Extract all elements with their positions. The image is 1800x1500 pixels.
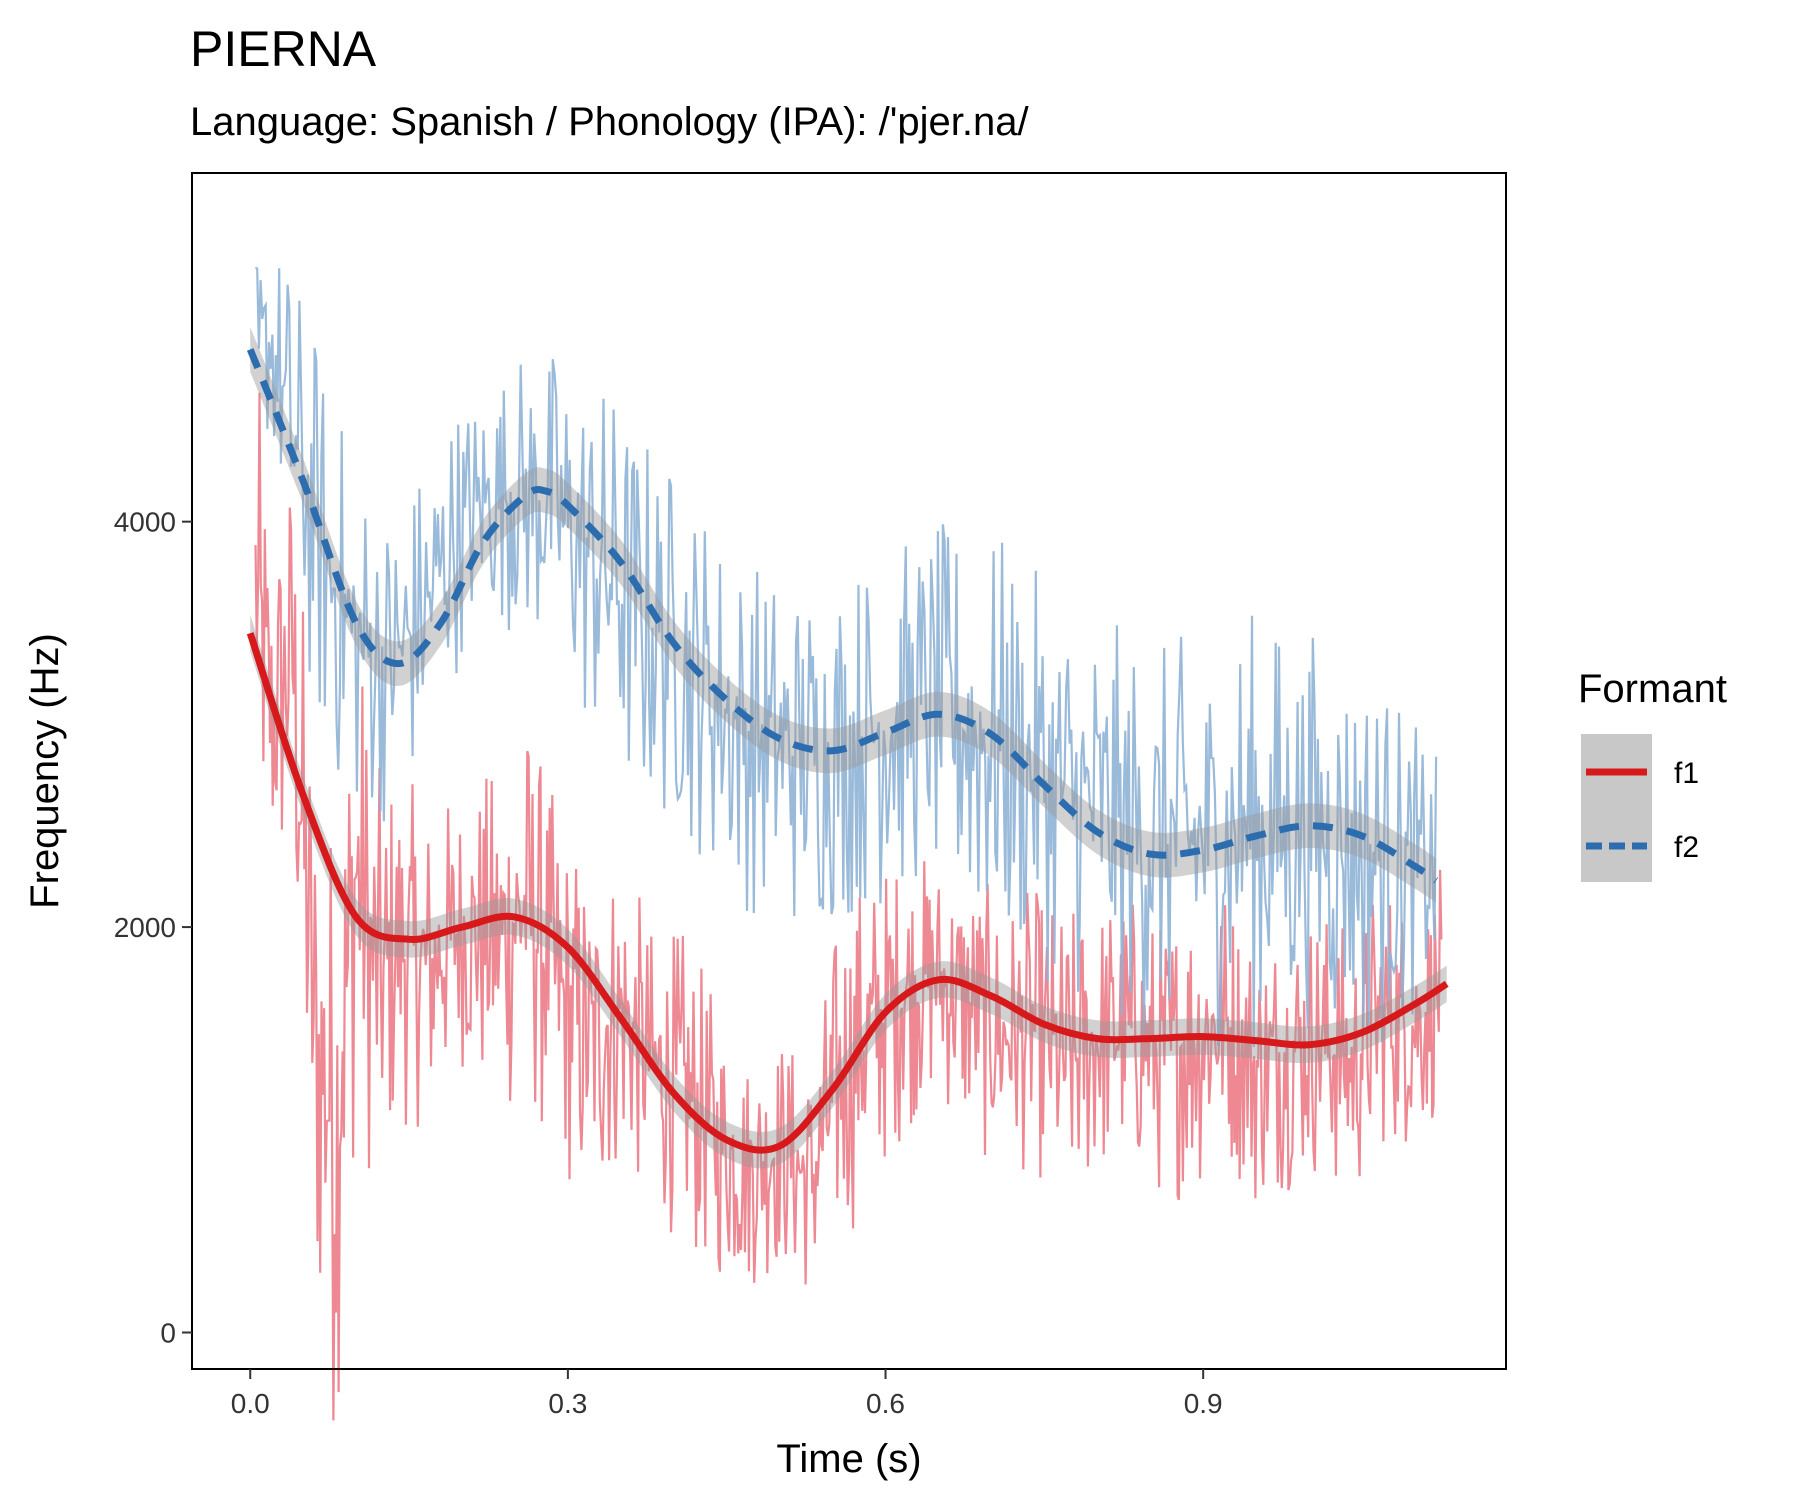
- plot-area: [246, 266, 1449, 1421]
- raw-line-f1: [254, 392, 1443, 1421]
- y-tick-label: 4000: [114, 507, 176, 538]
- y-axis: 0 2000 4000: [114, 507, 192, 1349]
- y-tick-label: 2000: [114, 912, 176, 943]
- y-tick-label: 0: [160, 1318, 176, 1349]
- confidence-band-f2: [250, 327, 1437, 903]
- confidence-band-f1: [250, 614, 1447, 1169]
- x-tick-label: 0.6: [866, 1388, 905, 1419]
- x-tick-label: 0.9: [1184, 1388, 1223, 1419]
- x-tick-label: 0.0: [231, 1388, 270, 1419]
- raw-line-f2: [254, 266, 1438, 1047]
- smooth-line-f1: [246, 632, 1449, 1154]
- x-tick-label: 0.3: [548, 1388, 587, 1419]
- chart-subtitle: Language: Spanish / Phonology (IPA): /'p…: [190, 100, 1029, 144]
- smooth-f2: [246, 327, 1439, 903]
- legend-label-f1: f1: [1674, 757, 1699, 790]
- legend-label-f2: f2: [1674, 831, 1699, 864]
- raw-trace-f2: [254, 266, 1438, 1047]
- plot-border: [191, 172, 1507, 1370]
- raw-trace-f1: [254, 392, 1443, 1421]
- smooth-f1: [246, 614, 1449, 1169]
- chart-title: PIERNA: [190, 21, 377, 77]
- legend-key-background: [1581, 734, 1652, 882]
- x-axis-title: Time (s): [776, 1437, 921, 1481]
- smooth-line-f2: [246, 348, 1439, 884]
- x-axis: 0.0 0.3 0.6 0.9: [231, 1369, 1223, 1419]
- legend-items: f1 f2: [1581, 734, 1699, 882]
- y-axis-title: Frequency (Hz): [23, 633, 67, 909]
- legend-title: Formant: [1578, 667, 1727, 711]
- legend: Formant f1 f2: [1578, 667, 1727, 882]
